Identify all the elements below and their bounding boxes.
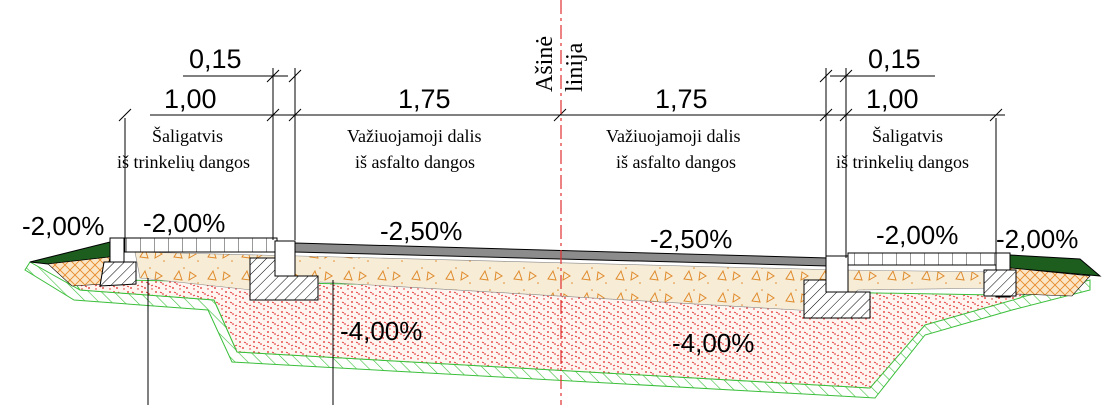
dim-right-lane: 1,75 xyxy=(655,84,708,114)
left-road-curb xyxy=(274,240,296,278)
zone-right-lane-line-2: iš asfalto dangos xyxy=(616,152,736,172)
left-outer-curb-foundation xyxy=(99,261,137,287)
slope-right-outer: -2,00% xyxy=(996,224,1078,254)
zone-left-sidewalk-line-2: iš trinkelių dangos xyxy=(117,152,250,172)
right-outer-curb-foundation xyxy=(983,269,1017,297)
zone-right-sidewalk-line-2: iš trinkelių dangos xyxy=(836,152,969,172)
right-road-curb xyxy=(825,255,849,293)
axis-label-1: Ašinė xyxy=(532,36,558,92)
zone-right-sidewalk-line-1: Šaligatvis xyxy=(872,125,943,146)
slope-left-outer: -2,00% xyxy=(22,211,104,241)
slope-left-sidewalk: -2,00% xyxy=(143,208,225,238)
left-sidewalk-pavers xyxy=(124,237,278,253)
right-sidewalk-pavers xyxy=(847,252,997,266)
slope-right-lane: -2,50% xyxy=(650,224,732,254)
slope-left-lane: -2,50% xyxy=(380,216,462,246)
dimension-lines xyxy=(118,68,1005,405)
slope-subgrade-left: -4,00% xyxy=(340,316,422,346)
dim-left-lane: 1,75 xyxy=(398,84,451,114)
right-road-curb-foundation xyxy=(803,279,871,319)
dim-right-curb: 0,15 xyxy=(868,44,921,74)
slope-subgrade-right: -4,00% xyxy=(672,328,754,358)
axis-label-2: linija xyxy=(562,42,588,92)
zone-left-lane-line-2: iš asfalto dangos xyxy=(355,152,475,172)
slope-right-sidewalk: -2,00% xyxy=(876,220,958,250)
zone-right-lane-line-1: Važiuojamoji dalis xyxy=(606,126,740,146)
dim-left-curb: 0,15 xyxy=(189,44,242,74)
dim-right-sidewalk: 1,00 xyxy=(866,84,919,114)
left-road-curb-foundation xyxy=(249,257,319,301)
zone-left-lane-line-1: Važiuojamoji dalis xyxy=(347,126,481,146)
dim-left-sidewalk: 1,00 xyxy=(164,84,217,114)
zone-left-sidewalk-line-1: Šaligatvis xyxy=(152,125,223,146)
